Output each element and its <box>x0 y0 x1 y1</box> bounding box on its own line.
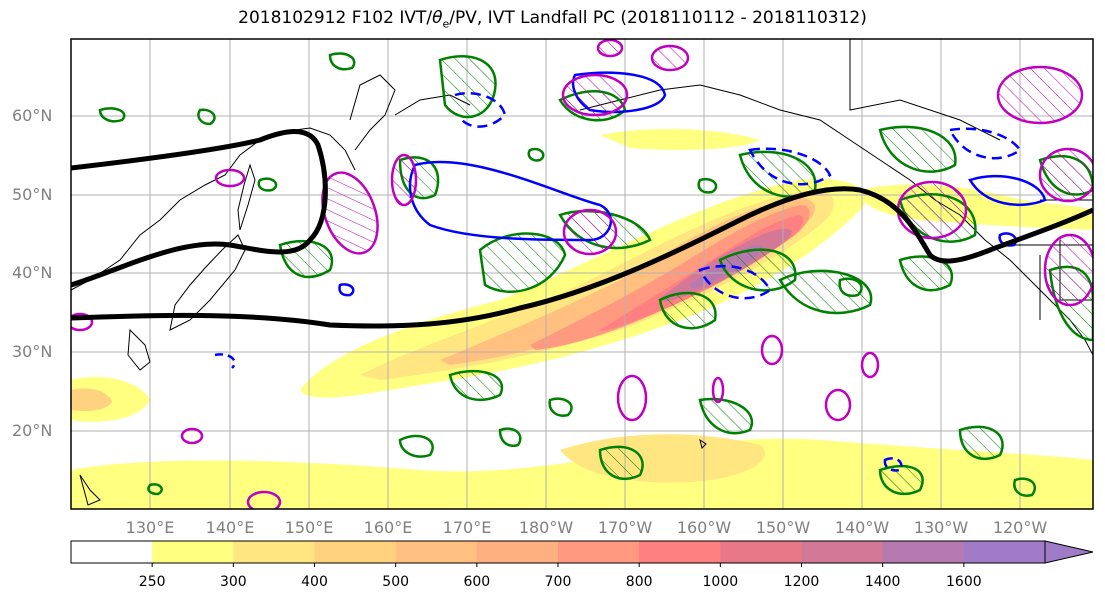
colorbar-segment <box>720 541 802 563</box>
colorbar-segment <box>801 541 884 563</box>
colorbar-segment <box>476 541 559 563</box>
latitude-label: 60°N <box>12 106 53 125</box>
longitude-label: 130°E <box>125 518 175 537</box>
colorbar-segment <box>558 541 640 563</box>
colorbar-tick-label: 1600 <box>946 574 982 590</box>
colorbar-segment <box>963 541 1046 563</box>
longitude-label: 120°W <box>992 518 1048 537</box>
longitude-label: 160°W <box>676 518 732 537</box>
colorbar-tick-label: 300 <box>219 574 247 590</box>
longitude-label: 160°E <box>363 518 413 537</box>
longitude-label: 150°E <box>284 518 334 537</box>
colorbar-segment <box>152 541 234 563</box>
colorbar-extend-arrow <box>1044 540 1094 564</box>
latitude-label: 40°N <box>12 263 53 282</box>
latitude-label: 50°N <box>12 185 53 204</box>
longitude-label: 170°E <box>442 518 492 537</box>
colorbar-tick-label: 400 <box>301 574 328 590</box>
colorbar-tick-label: 500 <box>382 574 410 590</box>
colorbar-segment <box>314 541 397 563</box>
longitude-label: 140°W <box>834 518 890 537</box>
colorbar <box>70 540 1094 567</box>
colorbar-tick-label: 800 <box>625 574 653 590</box>
colorbar-tick-label: 1200 <box>783 574 820 590</box>
map-frame <box>70 38 1094 510</box>
colorbar-segment <box>233 541 315 563</box>
colorbar-segment <box>882 541 965 563</box>
coastlines <box>71 39 1093 506</box>
colorbar-tick-label: 1000 <box>702 574 739 590</box>
colorbar-segment <box>71 541 153 563</box>
pv-small-contours <box>71 168 880 509</box>
colorbar-segment <box>639 541 721 563</box>
colorbar-segment <box>395 541 478 563</box>
colorbar-tick-label: 1400 <box>864 574 901 590</box>
colorbar-tick-label: 700 <box>544 574 572 590</box>
colorbar-tick-label: 250 <box>138 574 166 590</box>
longitude-label: 130°W <box>913 518 969 537</box>
jet-contour <box>71 129 1093 329</box>
latitude-label: 20°N <box>12 421 53 440</box>
longitude-label: 150°W <box>755 518 811 537</box>
longitude-label: 170°W <box>597 518 653 537</box>
latitude-label: 30°N <box>12 342 53 361</box>
pv-contours <box>321 39 1093 307</box>
colorbar-tick-label: 600 <box>463 574 491 590</box>
longitude-label: 180°W <box>518 518 574 537</box>
map-title: 2018102912 F102 IVT/θe/PV, IVT Landfall … <box>238 8 867 31</box>
pc-positive-small <box>98 52 1037 497</box>
longitude-label: 140°E <box>205 518 255 537</box>
